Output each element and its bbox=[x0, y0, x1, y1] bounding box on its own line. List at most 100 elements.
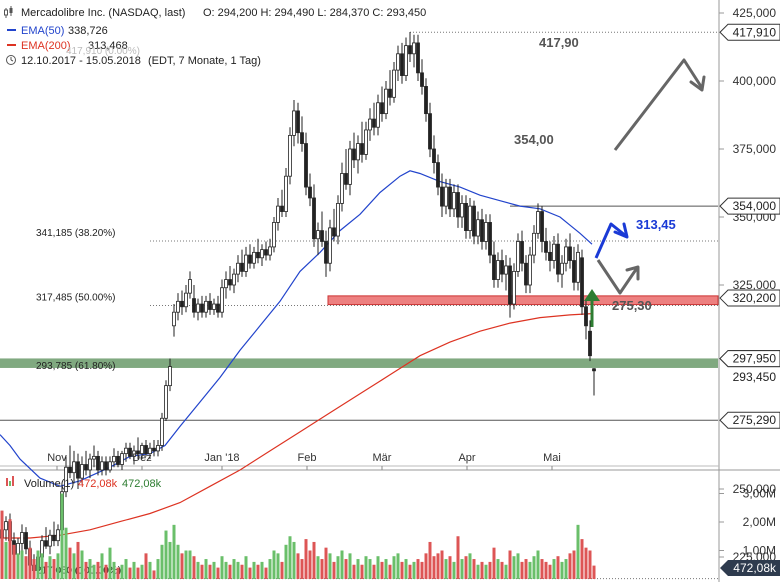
candle bbox=[492, 241, 496, 288]
volume-bar bbox=[212, 561, 216, 579]
candle bbox=[432, 135, 436, 174]
volume-bar bbox=[480, 561, 484, 579]
fib-label: 341,185 (38.20%) bbox=[36, 228, 116, 239]
volume-bar bbox=[204, 559, 208, 579]
volume-bar bbox=[140, 564, 144, 579]
volume-bar bbox=[144, 553, 148, 579]
volume-bar bbox=[492, 547, 496, 579]
volume-bar bbox=[272, 550, 276, 579]
volume-bar bbox=[412, 561, 416, 579]
candle bbox=[236, 255, 240, 283]
date-range: 12.10.2017 - 15.05.2018 bbox=[21, 55, 141, 67]
volume-bar bbox=[532, 556, 536, 579]
volume-bar bbox=[320, 559, 324, 579]
candle bbox=[576, 244, 580, 291]
candle bbox=[404, 37, 408, 81]
volume-bar bbox=[500, 561, 504, 579]
volume-bar bbox=[284, 544, 288, 579]
volume-bar bbox=[436, 553, 440, 579]
volume-bar bbox=[244, 556, 248, 579]
candle bbox=[148, 442, 152, 460]
price-tag: 275,290 bbox=[719, 411, 780, 429]
volume-last-label: 472,08k bbox=[733, 561, 777, 575]
volume-bar bbox=[156, 559, 160, 579]
volume-bar bbox=[252, 561, 256, 579]
y-tick-label: 425,000 bbox=[733, 6, 777, 20]
candle bbox=[324, 230, 328, 277]
volume-bar bbox=[52, 559, 56, 579]
price-axis: 450,000425,000400,000375,000350,000325,0… bbox=[719, 6, 777, 564]
volume-bar bbox=[308, 550, 312, 579]
volume-bar bbox=[100, 553, 104, 579]
vol-tick-label: 3,00M bbox=[743, 487, 776, 501]
volume-bar bbox=[440, 550, 444, 579]
volume-bar bbox=[324, 547, 328, 579]
volume-bar bbox=[172, 524, 176, 579]
horizontal-lines bbox=[0, 31, 718, 580]
candle bbox=[340, 162, 344, 212]
volume-bar bbox=[224, 561, 228, 579]
candle bbox=[248, 244, 252, 269]
candle bbox=[584, 298, 588, 340]
volume-bar bbox=[340, 550, 344, 579]
x-tick-label: Mär bbox=[373, 452, 392, 464]
candle bbox=[332, 208, 336, 242]
volume-bar bbox=[360, 564, 364, 579]
candle bbox=[308, 173, 312, 207]
volume-bar bbox=[548, 564, 552, 579]
volume-bar bbox=[564, 559, 568, 579]
candle bbox=[208, 293, 212, 315]
support-zone bbox=[0, 358, 718, 368]
candle bbox=[356, 135, 360, 174]
ema50-path bbox=[0, 170, 593, 487]
volume-bar bbox=[276, 553, 280, 579]
volume-bar bbox=[452, 561, 456, 579]
candle bbox=[348, 140, 352, 196]
ema50-value: 338,726 bbox=[68, 25, 108, 37]
candle bbox=[144, 440, 148, 457]
annotation-label: 313,45 bbox=[636, 217, 676, 232]
volume-bar bbox=[256, 564, 260, 579]
candle bbox=[448, 178, 452, 217]
volume-bar bbox=[24, 556, 28, 579]
green-up-arrow bbox=[584, 289, 600, 327]
volume-bar bbox=[552, 559, 556, 579]
candle bbox=[156, 440, 160, 457]
volume-bar bbox=[76, 541, 80, 579]
ema200-value: 313,468 bbox=[88, 40, 128, 52]
volume-bar bbox=[556, 556, 560, 579]
candle bbox=[476, 211, 480, 245]
volume-bar bbox=[104, 564, 108, 579]
volume-bar bbox=[248, 567, 252, 579]
volume-bar bbox=[464, 556, 468, 579]
volume-bar bbox=[364, 556, 368, 579]
candle bbox=[428, 102, 432, 158]
annotations: 417,90 354,00 313,45 275,30 bbox=[514, 35, 676, 313]
volume-bar bbox=[80, 550, 84, 579]
volume-bar bbox=[456, 536, 460, 579]
candle bbox=[300, 116, 304, 152]
ghost-fib-label: 417,910 (0.00%) bbox=[66, 46, 140, 57]
volume-bar bbox=[536, 550, 540, 579]
volume-bar bbox=[336, 556, 340, 579]
volume-bar bbox=[148, 561, 152, 579]
candle bbox=[420, 59, 424, 95]
volume-bar bbox=[164, 530, 168, 579]
volume-bar bbox=[136, 567, 140, 579]
price-tag: 320,200 bbox=[719, 289, 780, 307]
candle bbox=[556, 233, 560, 283]
candle bbox=[20, 524, 24, 552]
price-tag-label: 354,000 bbox=[733, 199, 777, 213]
volume-bars bbox=[0, 493, 596, 579]
x-tick-label: Apr bbox=[458, 452, 475, 464]
candle bbox=[416, 34, 420, 81]
candle bbox=[268, 238, 272, 261]
candle bbox=[360, 121, 364, 163]
volume-legend: Volume(1) 472,08k 472,08k bbox=[6, 476, 162, 490]
candle bbox=[500, 249, 504, 283]
candle bbox=[504, 255, 508, 291]
volume-bar bbox=[56, 553, 60, 579]
volume-bar bbox=[432, 556, 436, 579]
volume-bar bbox=[84, 561, 88, 579]
candle bbox=[204, 295, 208, 318]
